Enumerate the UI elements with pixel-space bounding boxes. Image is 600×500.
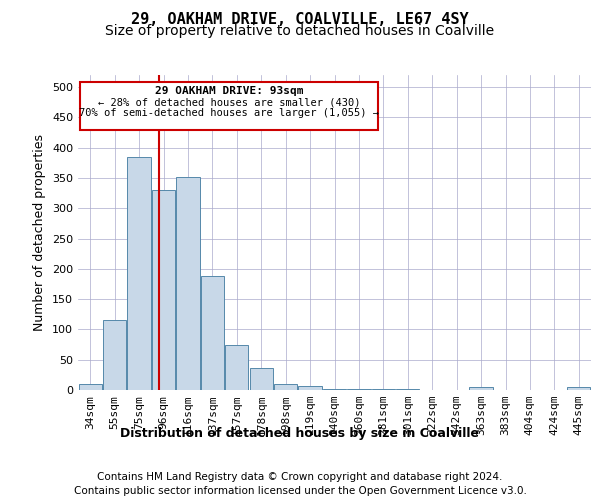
Bar xyxy=(201,276,224,390)
Text: ← 28% of detached houses are smaller (430): ← 28% of detached houses are smaller (43… xyxy=(98,98,361,108)
Bar xyxy=(298,386,322,390)
Text: 29 OAKHAM DRIVE: 93sqm: 29 OAKHAM DRIVE: 93sqm xyxy=(155,86,304,97)
Bar xyxy=(225,344,248,390)
Text: Contains public sector information licensed under the Open Government Licence v3: Contains public sector information licen… xyxy=(74,486,526,496)
Text: Contains HM Land Registry data © Crown copyright and database right 2024.: Contains HM Land Registry data © Crown c… xyxy=(97,472,503,482)
Bar xyxy=(79,384,102,390)
Bar xyxy=(323,389,346,390)
FancyBboxPatch shape xyxy=(80,82,379,130)
Bar xyxy=(127,157,151,390)
Bar xyxy=(250,368,273,390)
Bar xyxy=(469,387,493,390)
Bar xyxy=(176,177,200,390)
Text: 29, OAKHAM DRIVE, COALVILLE, LE67 4SY: 29, OAKHAM DRIVE, COALVILLE, LE67 4SY xyxy=(131,12,469,28)
Text: Distribution of detached houses by size in Coalville: Distribution of detached houses by size … xyxy=(121,428,479,440)
Bar xyxy=(103,320,126,390)
Y-axis label: Number of detached properties: Number of detached properties xyxy=(34,134,46,331)
Bar xyxy=(152,190,175,390)
Bar xyxy=(274,384,297,390)
Text: Size of property relative to detached houses in Coalville: Size of property relative to detached ho… xyxy=(106,24,494,38)
Text: 70% of semi-detached houses are larger (1,055) →: 70% of semi-detached houses are larger (… xyxy=(79,108,379,118)
Bar xyxy=(567,387,590,390)
